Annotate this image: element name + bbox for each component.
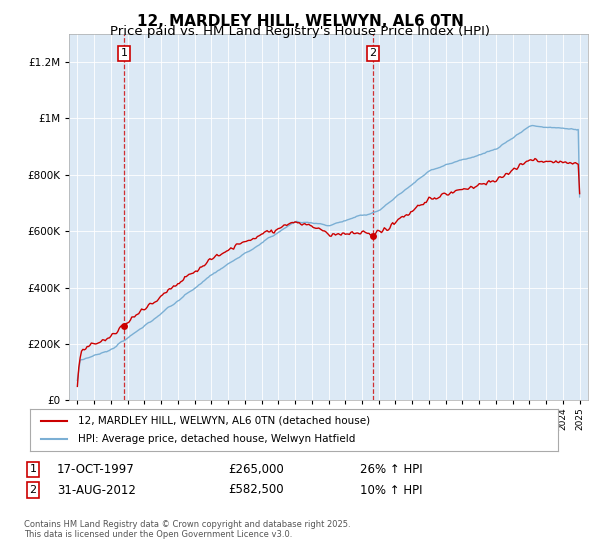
Text: 1: 1 <box>121 48 128 58</box>
Text: 12, MARDLEY HILL, WELWYN, AL6 0TN (detached house): 12, MARDLEY HILL, WELWYN, AL6 0TN (detac… <box>77 416 370 426</box>
Text: 2: 2 <box>370 48 377 58</box>
Text: 31-AUG-2012: 31-AUG-2012 <box>57 483 136 497</box>
Text: 26% ↑ HPI: 26% ↑ HPI <box>360 463 422 476</box>
Text: HPI: Average price, detached house, Welwyn Hatfield: HPI: Average price, detached house, Welw… <box>77 434 355 444</box>
Text: £582,500: £582,500 <box>228 483 284 497</box>
Text: 1: 1 <box>29 464 37 474</box>
Text: Contains HM Land Registry data © Crown copyright and database right 2025.
This d: Contains HM Land Registry data © Crown c… <box>24 520 350 539</box>
Text: 10% ↑ HPI: 10% ↑ HPI <box>360 483 422 497</box>
Text: 17-OCT-1997: 17-OCT-1997 <box>57 463 135 476</box>
Text: £265,000: £265,000 <box>228 463 284 476</box>
Text: 2: 2 <box>29 485 37 495</box>
Text: 12, MARDLEY HILL, WELWYN, AL6 0TN: 12, MARDLEY HILL, WELWYN, AL6 0TN <box>137 14 463 29</box>
Text: Price paid vs. HM Land Registry's House Price Index (HPI): Price paid vs. HM Land Registry's House … <box>110 25 490 38</box>
